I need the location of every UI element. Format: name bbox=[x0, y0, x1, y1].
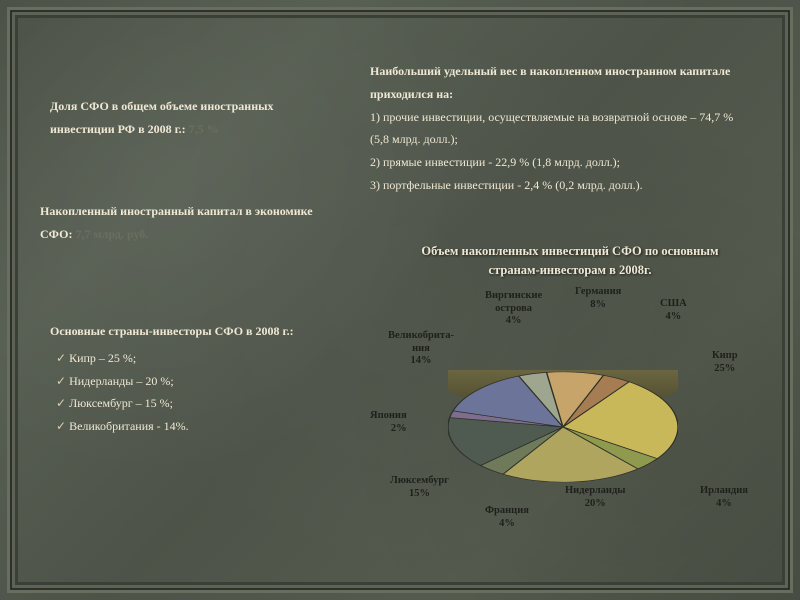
slice-label-france: Франция4% bbox=[485, 505, 529, 530]
text-share-sfo-value: 7,5 % bbox=[189, 122, 219, 136]
main-investors-list: Кипр – 25 %; Нидерланды – 20 %; Люксембу… bbox=[56, 347, 310, 438]
list-item: Великобритания - 14%. bbox=[56, 415, 310, 438]
text-main-investors: Основные страны-инвесторы СФО в 2008 г.:… bbox=[50, 320, 310, 438]
slice-label-luxembourg: Люксембург15% bbox=[390, 475, 449, 500]
capital-structure-item-2: 2) прямые инвестиции - 22,9 % (1,8 млрд.… bbox=[370, 151, 750, 174]
list-item: Кипр – 25 %; bbox=[56, 347, 310, 370]
slice-label-ireland: Ирландия4% bbox=[700, 485, 748, 510]
slice-label-germany: Германия8% bbox=[575, 286, 621, 311]
pie-chart: Кипр25% Ирландия4% Нидерланды20% Франция… bbox=[340, 290, 770, 570]
slice-label-usa: США4% bbox=[660, 298, 687, 323]
capital-structure-heading: Наибольший удельный вес в накопленном ин… bbox=[370, 60, 750, 106]
capital-structure-item-1: 1) прочие инвестиции, осуществляемые на … bbox=[370, 106, 750, 152]
capital-structure-item-3: 3) портфельные инвестиции - 2,4 % (0,2 м… bbox=[370, 174, 750, 197]
text-accumulated-capital: Накопленный иностранный капитал в эконом… bbox=[40, 200, 320, 246]
slide-content: Доля СФО в общем объеме иностранных инве… bbox=[30, 30, 770, 580]
chart-title: Объем накопленных инвестиций СФО по осно… bbox=[400, 242, 740, 280]
text-share-sfo: Доля СФО в общем объеме иностранных инве… bbox=[50, 95, 330, 141]
text-share-sfo-label: Доля СФО в общем объеме иностранных инве… bbox=[50, 99, 273, 136]
text-capital-structure: Наибольший удельный вес в накопленном ин… bbox=[370, 60, 750, 197]
list-item: Люксембург – 15 %; bbox=[56, 392, 310, 415]
pie-top-face bbox=[448, 372, 678, 482]
main-investors-heading: Основные страны-инвесторы СФО в 2008 г.: bbox=[50, 320, 310, 343]
slice-label-virgin: Виргинскиеострова4% bbox=[485, 290, 542, 328]
accumulated-capital-value: 7,7 млрд. руб. bbox=[75, 227, 148, 241]
list-item: Нидерланды – 20 %; bbox=[56, 370, 310, 393]
slice-label-netherlands: Нидерланды20% bbox=[565, 485, 625, 510]
slice-label-japan: Япония2% bbox=[370, 410, 407, 435]
slice-label-cyprus: Кипр25% bbox=[712, 350, 738, 375]
slice-label-uk: Великобрита-ния14% bbox=[388, 330, 454, 368]
